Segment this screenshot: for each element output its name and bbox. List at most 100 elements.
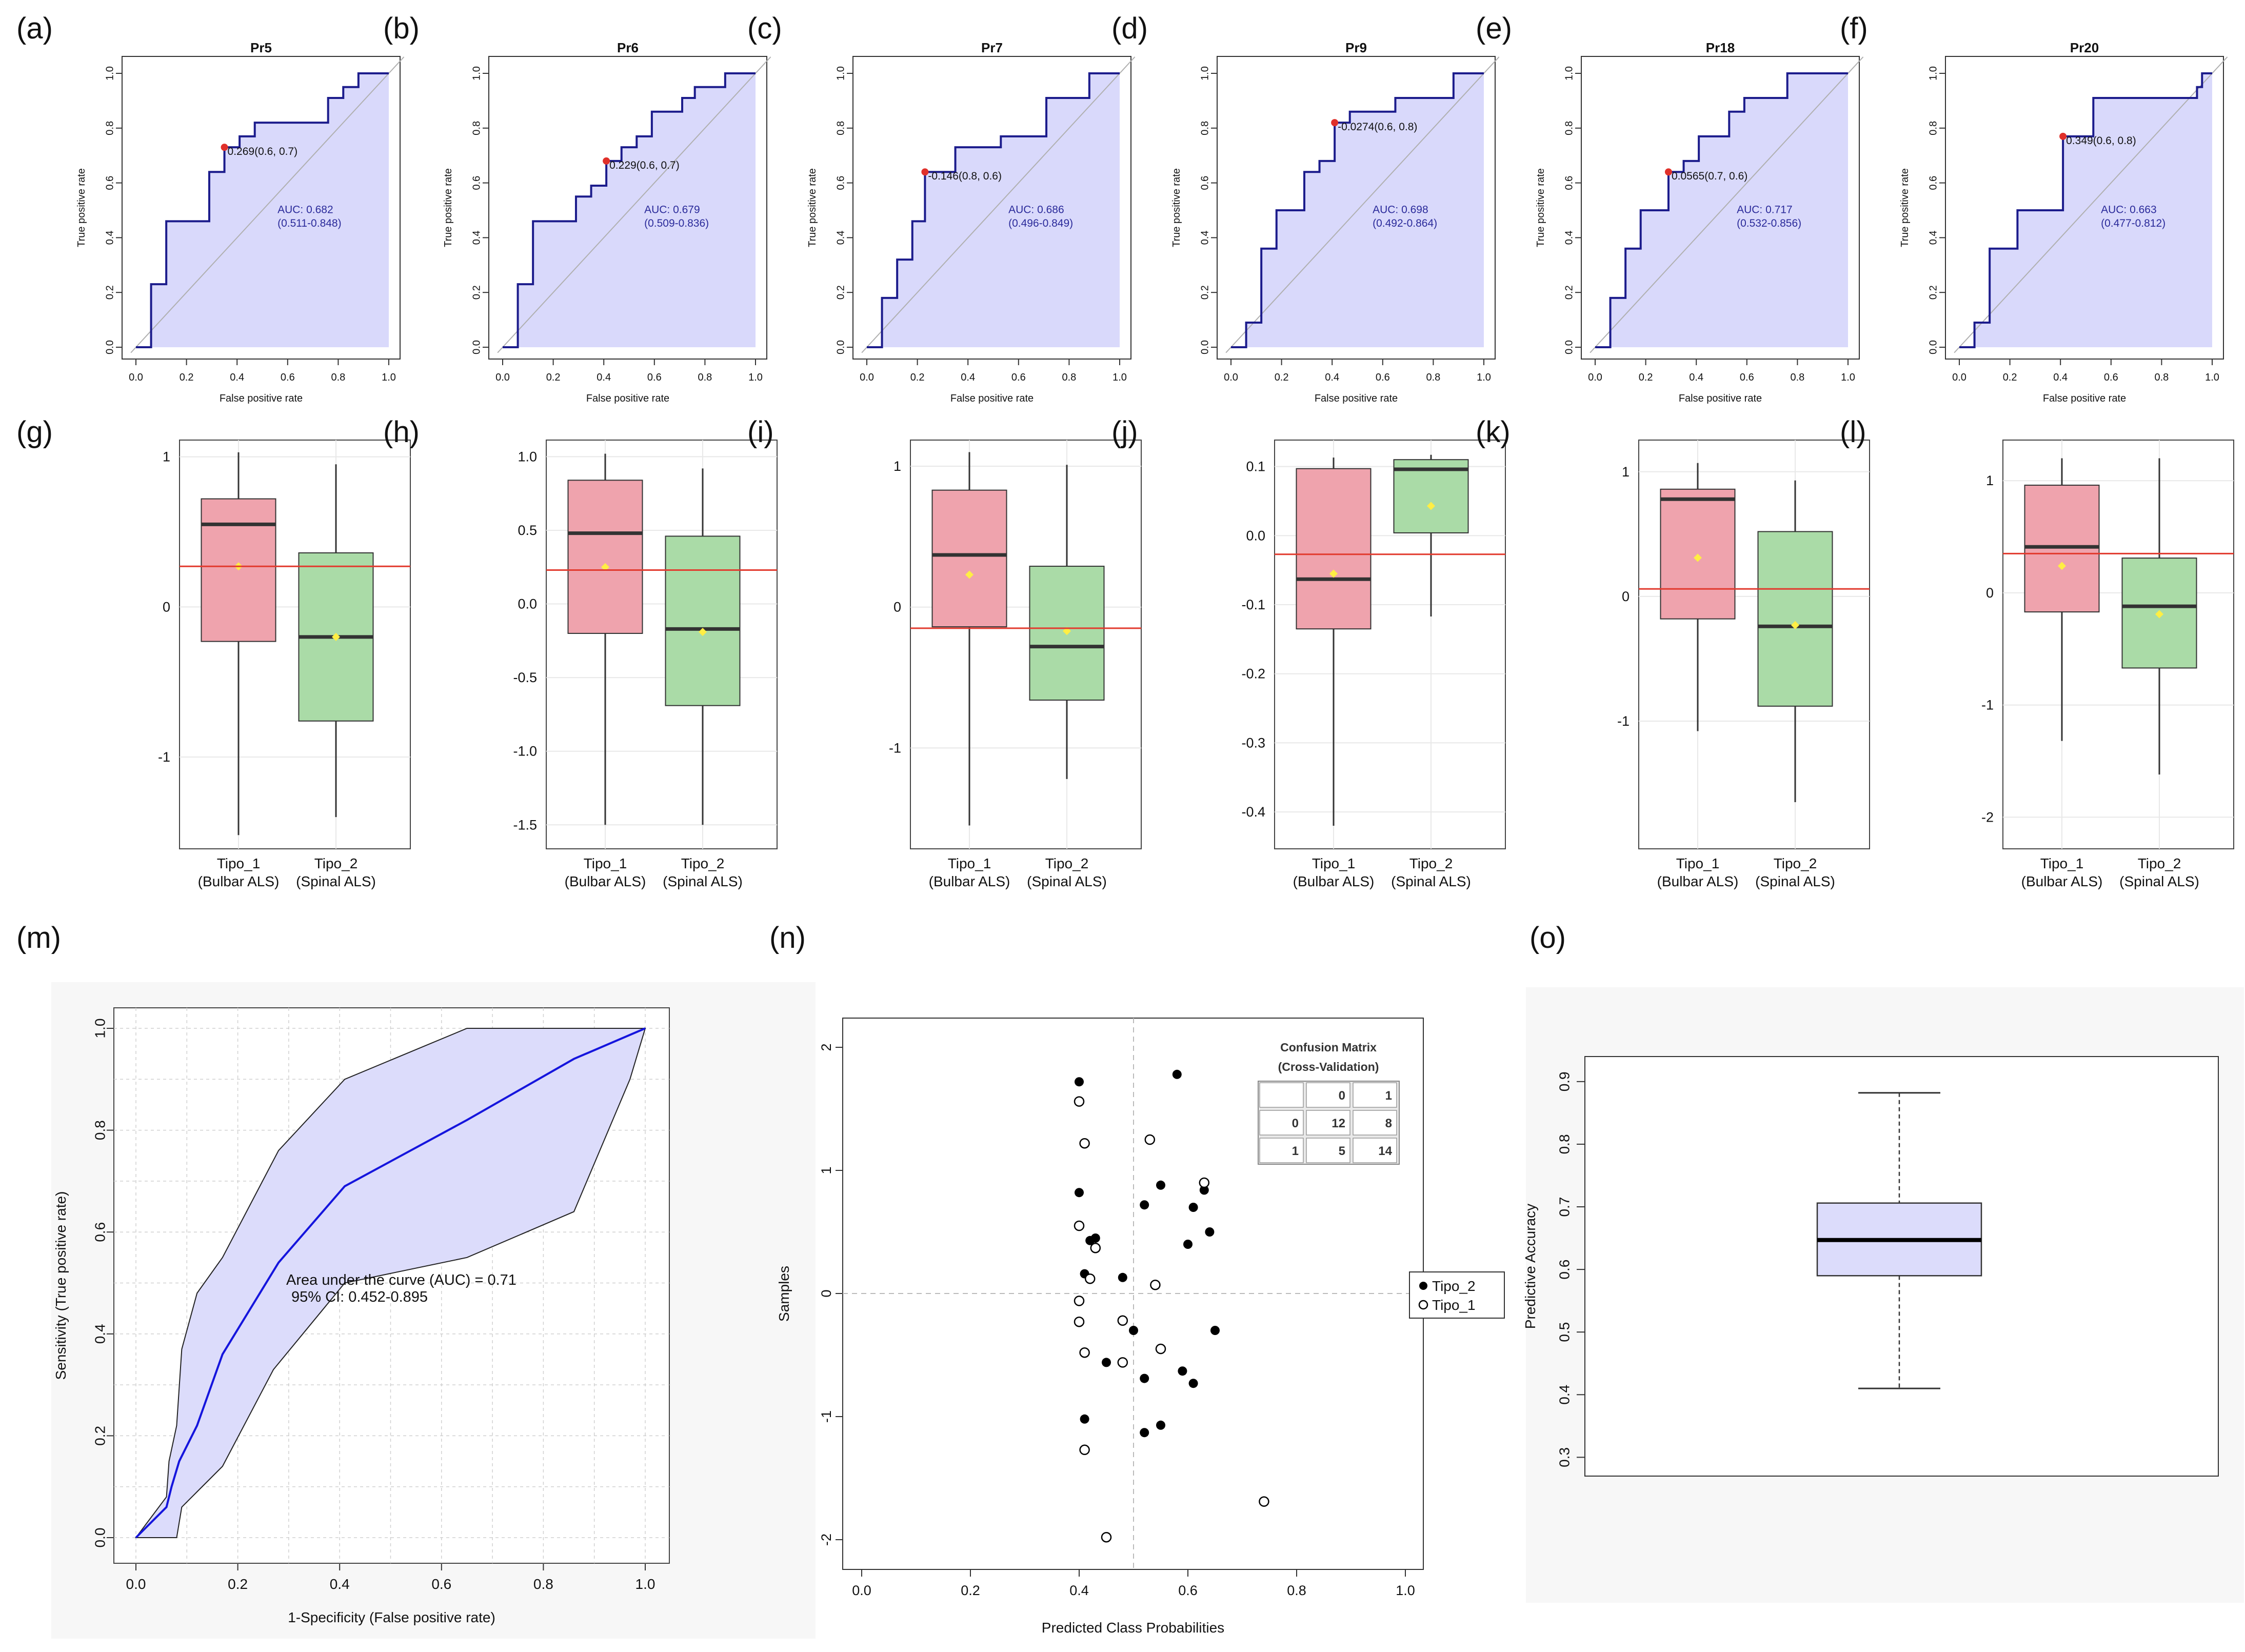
- chance-diagonal: [497, 56, 771, 353]
- category-label: Tipo_1: [1676, 855, 1720, 871]
- panel-o-accuracy: (o) 0.9 0.8 0.7 0.6 0.5 0.4 0.3 Predictive Accur…: [1522, 921, 2244, 1603]
- y-tick-label: 0.8: [835, 121, 846, 135]
- x-tick-label: 0.2: [1639, 372, 1653, 383]
- y-tick-label: 0.2: [1199, 285, 1210, 300]
- auc-text: AUC: 0.682: [277, 204, 333, 215]
- point-tipo-2: [1075, 1188, 1084, 1198]
- roc-panel-pr6: (b) Pr6 0.0 0.0 0.2 0.2 0.4 0.4 0.6 0.6 0.8 0.8 1.0 1…: [383, 12, 771, 404]
- x-axis-label: False positive rate: [586, 393, 669, 404]
- optimal-cutoff-point: [221, 144, 228, 151]
- x-tick-label: 0.6: [2104, 372, 2118, 383]
- x-tick-label: 0.2: [546, 372, 561, 383]
- category-label: Tipo_1: [217, 855, 261, 871]
- point-tipo-1: [1084, 1273, 1096, 1284]
- auc-text: AUC: 0.679: [644, 204, 700, 215]
- mean-marker: [1329, 569, 1338, 578]
- y-axis-label: Predictive Accuracy: [1522, 1204, 1538, 1329]
- category-sublabel: (Bulbar ALS): [565, 873, 646, 889]
- x-tick-label: 0.2: [961, 1583, 980, 1598]
- point-tipo-1: [1117, 1315, 1128, 1326]
- x-tick-label: 0.0: [1224, 372, 1238, 383]
- box-iqr: [567, 480, 643, 634]
- matrix-cell: [1259, 1082, 1304, 1108]
- chance-diagonal: [861, 56, 1136, 353]
- mean-marker: [332, 632, 340, 641]
- category-label: Tipo_2: [2138, 855, 2181, 871]
- point-tipo-1: [1101, 1531, 1112, 1543]
- x-tick-label: 0.2: [2003, 372, 2017, 383]
- auc-text: AUC: 0.686: [1008, 204, 1064, 215]
- y-tick-label: 0.2: [104, 285, 115, 300]
- category-sublabel: (Spinal ALS): [663, 873, 743, 889]
- y-tick-label: 0.8: [1556, 1134, 1572, 1154]
- y-axis-label: True positive rate: [1171, 168, 1182, 247]
- x-axis-label: False positive rate: [1679, 393, 1762, 404]
- optimal-cutoff-point: [921, 168, 929, 176]
- point-tipo-1: [1199, 1177, 1210, 1188]
- mean-marker: [601, 563, 609, 571]
- y-tick-label: 0.4: [92, 1324, 108, 1344]
- y-tick-label: 0.6: [1199, 176, 1210, 190]
- cutoff-annotation: 0.0565(0.7, 0.6): [1672, 170, 1747, 182]
- matrix-cell: [1306, 1110, 1350, 1136]
- x-tick-label: 1.0: [1112, 372, 1127, 383]
- panel-label: (c): [747, 12, 782, 45]
- category-sublabel: (Spinal ALS): [2119, 873, 2199, 889]
- category-label: Tipo_2: [681, 855, 725, 871]
- roc-panel-pr18: (e) Pr18 0.0 0.0 0.2 0.2 0.4 0.4 0.6 0.6 0.8 0.8 1.0…: [1476, 12, 1864, 404]
- x-tick-label: 0.0: [126, 1576, 146, 1592]
- point-tipo-1: [1074, 1296, 1085, 1306]
- x-tick-label: 0.4: [1069, 1583, 1089, 1598]
- mean-marker: [2058, 562, 2066, 570]
- y-axis-label: Samples: [776, 1266, 792, 1322]
- x-tick-label: 0.2: [1275, 372, 1289, 383]
- y-tick-label: 0.8: [471, 121, 482, 135]
- matrix-title: Confusion Matrix: [1280, 1041, 1377, 1054]
- x-tick-label: 0.0: [129, 372, 143, 383]
- roc-curve: [503, 72, 756, 348]
- auc-text: AUC: 0.717: [1737, 204, 1793, 215]
- auc-ci-text: (0.477-0.812): [2101, 217, 2165, 229]
- point-tipo-1: [1150, 1279, 1161, 1290]
- category-label: Tipo_2: [1409, 855, 1453, 871]
- y-axis-label: True positive rate: [76, 168, 87, 247]
- x-tick-label: 0.6: [1011, 372, 1026, 383]
- y-tick-label: 0.8: [92, 1120, 108, 1140]
- auc-ci-text: (0.532-0.856): [1737, 217, 1801, 229]
- y-tick-label: 0.6: [1928, 176, 1939, 190]
- category-sublabel: (Spinal ALS): [296, 873, 376, 889]
- y-tick-label: 0.9: [1556, 1071, 1572, 1091]
- roc-title: Pr6: [617, 40, 639, 55]
- auc-ci-text: (0.511-0.848): [277, 217, 342, 229]
- mean-marker: [2155, 610, 2163, 619]
- x-tick-label: 0.6: [431, 1576, 451, 1592]
- roc-curve: [136, 72, 389, 348]
- cutoff-annotation: -0.146(0.8, 0.6): [928, 170, 1002, 182]
- y-tick-label: -1: [158, 749, 170, 765]
- x-tick-label: 0.0: [1952, 372, 1966, 383]
- y-tick-label: 0.2: [92, 1426, 108, 1446]
- boxplot-panel-3: (j) 0.1 0.0 -0.1 -0.2 -0.3 -0.4 Tipo_1 (Bulbar A…: [1111, 415, 1506, 889]
- x-tick-label: 0.4: [2053, 372, 2068, 383]
- x-axis-label: Predicted Class Probabilities: [1042, 1620, 1224, 1636]
- box-iqr: [1393, 459, 1469, 533]
- x-tick-label: 0.6: [1376, 372, 1390, 383]
- matrix-cell-value: 0: [1339, 1089, 1345, 1103]
- y-tick-label: 0.2: [471, 285, 482, 300]
- matrix-cell: [1306, 1082, 1350, 1108]
- x-axis-label: False positive rate: [220, 393, 303, 404]
- panel-label: (d): [1111, 12, 1148, 45]
- y-tick-label: 0.4: [1199, 230, 1210, 245]
- x-tick-label: 0.8: [331, 372, 345, 383]
- category-label: Tipo_2: [314, 855, 358, 871]
- legend-marker-filled: [1419, 1282, 1427, 1290]
- mean-marker: [965, 570, 974, 579]
- matrix-subtitle: (Cross-Validation): [1278, 1060, 1379, 1073]
- y-tick-label: 0.6: [92, 1222, 108, 1242]
- optimal-cutoff-point: [2059, 132, 2067, 140]
- x-tick-label: 0.0: [1588, 372, 1602, 383]
- y-tick-label: 0.0: [471, 340, 482, 354]
- category-label: Tipo_1: [1312, 855, 1356, 871]
- optimal-cutoff-point: [1331, 119, 1339, 127]
- category-label: Tipo_1: [584, 855, 627, 871]
